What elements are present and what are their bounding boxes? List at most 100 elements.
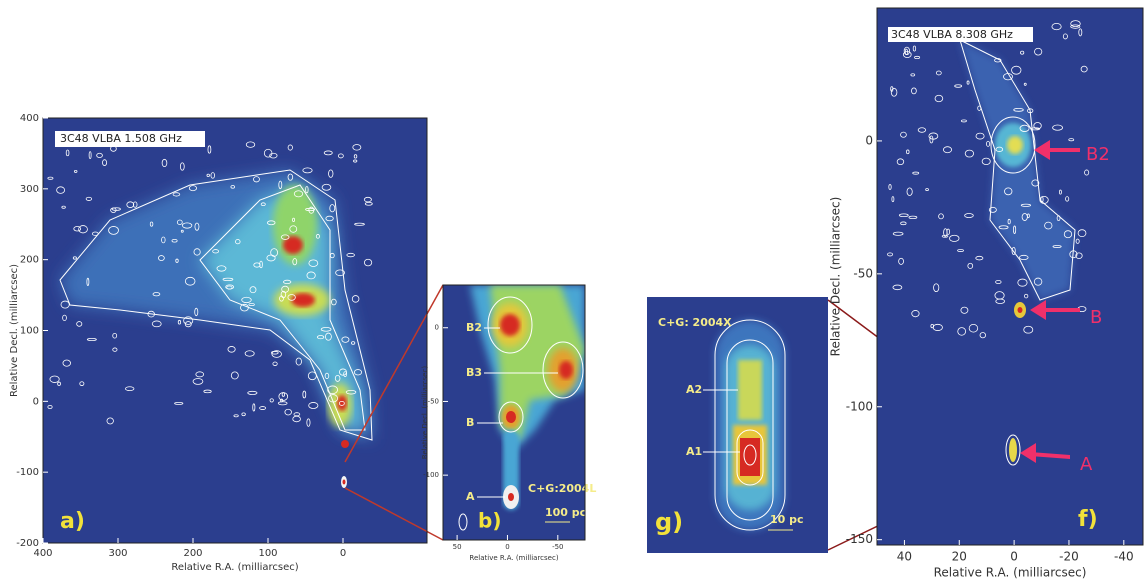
noise-contour	[329, 252, 335, 259]
noise-contour	[994, 291, 1005, 300]
noise-contour	[247, 390, 258, 395]
noise-contour	[995, 279, 1002, 285]
x-tick-label: 100	[258, 548, 277, 559]
noise-contour	[977, 105, 982, 111]
panel-title: 3C48 VLBA 8.308 GHz	[891, 28, 1013, 41]
noise-contour	[86, 277, 90, 287]
noise-contour	[230, 371, 239, 380]
noise-contour	[323, 150, 333, 156]
noise-contour	[914, 55, 921, 59]
noise-contour	[305, 186, 309, 194]
noise-contour	[270, 248, 278, 257]
noise-contour	[287, 144, 293, 151]
noise-contour	[934, 94, 944, 103]
noise-contour	[151, 320, 162, 328]
noise-contour	[1023, 82, 1027, 86]
noise-contour	[1021, 213, 1028, 221]
noise-contour	[61, 205, 66, 209]
noise-contour	[241, 412, 246, 417]
noise-contour	[203, 389, 212, 394]
noise-contour	[249, 286, 257, 294]
y-tick-label: -50	[853, 266, 873, 280]
noise-contour	[278, 180, 283, 190]
noise-contour	[161, 236, 166, 244]
annotation: A	[466, 490, 475, 503]
noise-contour	[245, 141, 256, 148]
noise-contour	[353, 159, 358, 163]
noise-contour	[1011, 246, 1016, 256]
noise-contour	[345, 389, 357, 395]
noise-contour	[260, 202, 266, 207]
noise-contour	[227, 346, 236, 353]
x-tick-label: 300	[108, 548, 127, 559]
noise-contour	[272, 361, 278, 366]
noise-contour	[108, 226, 119, 235]
noise-contour	[911, 310, 920, 318]
noise-contour	[975, 255, 984, 261]
panel-label: b)	[478, 509, 501, 533]
annotation: B	[466, 416, 474, 429]
noise-contour	[328, 394, 339, 403]
annotation: C+G: 2004X	[658, 316, 732, 329]
noise-contour	[1020, 50, 1025, 55]
noise-contour	[938, 213, 944, 220]
noise-contour	[1068, 138, 1075, 142]
title-box	[888, 27, 1033, 42]
y-tick-label: -50	[428, 397, 439, 405]
noise-contour	[917, 127, 927, 133]
noise-contour	[1084, 169, 1090, 176]
y-axis-label: Relative Decl. (milliarcsec)	[421, 366, 429, 459]
noise-contour	[968, 323, 979, 333]
noise-contour	[192, 378, 204, 385]
noise-contour	[890, 87, 898, 97]
noise-contour	[994, 58, 1002, 63]
noise-contour	[890, 86, 894, 92]
noise-contour	[946, 228, 950, 235]
noise-contour	[331, 298, 337, 306]
noise-contour	[964, 149, 975, 158]
noise-contour	[351, 295, 360, 303]
noise-contour	[308, 402, 319, 409]
noise-contour	[960, 119, 967, 123]
noise-contour	[900, 131, 907, 138]
noise-contour	[193, 248, 201, 256]
noise-contour	[278, 392, 289, 401]
arrow	[1020, 443, 1070, 463]
noise-contour	[233, 414, 239, 418]
noise-contour	[912, 45, 917, 52]
noise-contour	[327, 385, 338, 395]
x-tick-label: 0	[505, 543, 509, 551]
noise-contour	[252, 403, 256, 412]
noise-contour	[241, 296, 252, 304]
noise-contour	[216, 265, 227, 272]
noise-contour	[177, 319, 182, 325]
noise-contour	[106, 417, 114, 425]
noise-contour	[73, 169, 78, 173]
noise-contour	[284, 408, 292, 416]
panel-b-image	[443, 285, 585, 540]
noise-contour	[979, 332, 986, 339]
noise-contour	[112, 347, 118, 352]
noise-contour	[912, 171, 920, 175]
noise-contour	[353, 154, 358, 159]
noise-contour	[157, 255, 165, 261]
noise-contour	[910, 73, 916, 77]
noise-contour	[269, 152, 278, 159]
x-tick-label: 20	[952, 550, 967, 564]
noise-contour	[307, 371, 317, 381]
noise-contour	[271, 350, 282, 358]
noise-contour	[1013, 225, 1017, 234]
noise-contour	[126, 201, 135, 208]
noise-contour	[88, 151, 92, 160]
noise-contour	[1017, 278, 1028, 287]
noise-contour	[887, 252, 894, 257]
y-tick-label: 100	[20, 326, 39, 337]
noise-contour	[1019, 254, 1029, 261]
noise-contour	[352, 144, 362, 151]
noise-contour	[925, 188, 929, 192]
noise-contour	[1031, 179, 1040, 187]
noise-contour	[960, 306, 969, 314]
y-tick-label: -100	[16, 467, 39, 478]
annotation: A2	[686, 383, 702, 396]
